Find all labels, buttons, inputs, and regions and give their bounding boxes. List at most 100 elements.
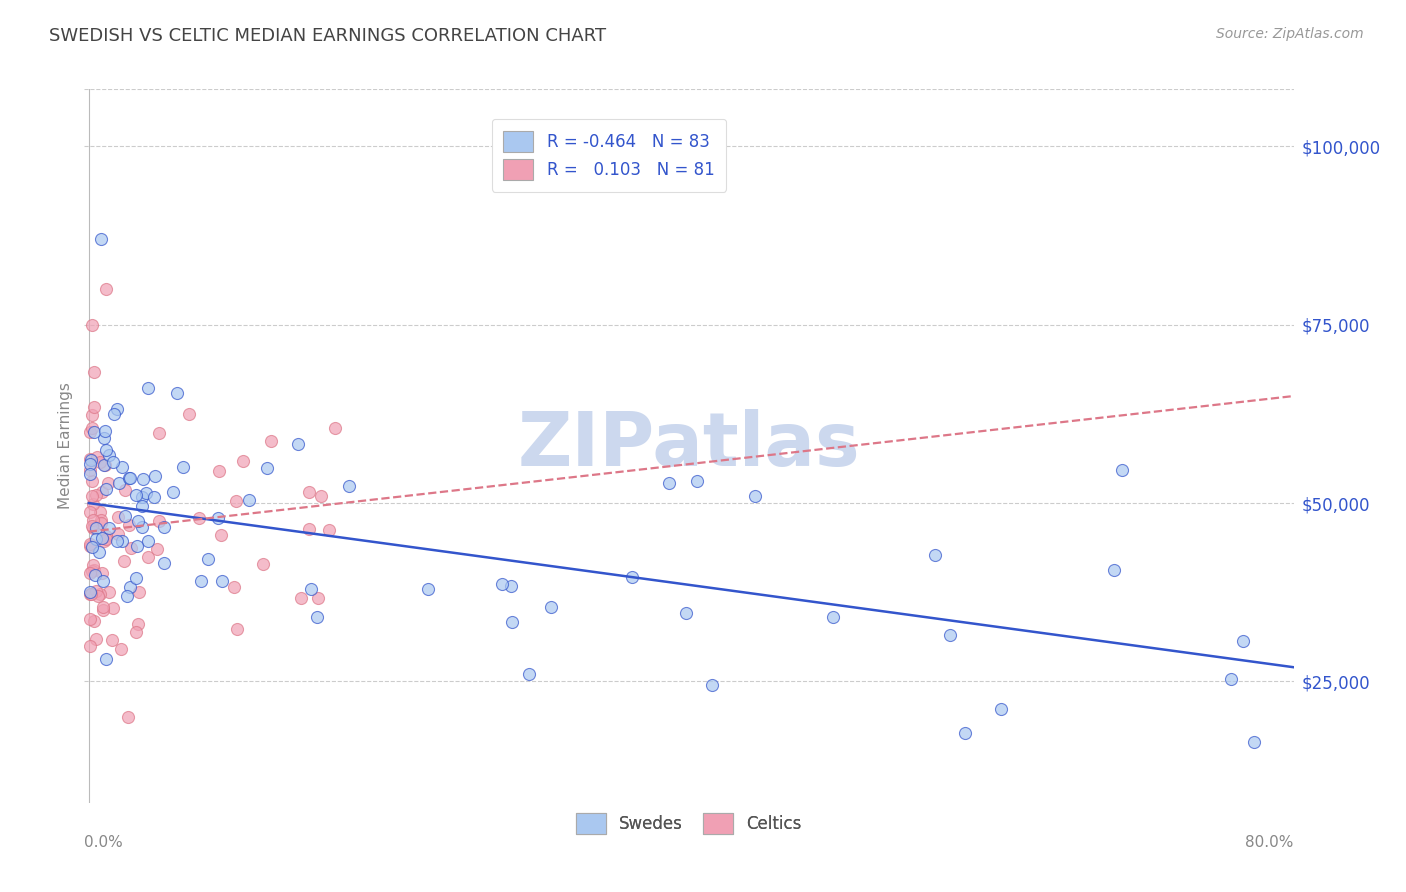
Text: 0.0%: 0.0% <box>84 835 124 850</box>
Point <box>172 460 194 475</box>
Point <box>97 475 120 490</box>
Point <box>101 600 124 615</box>
Point <box>103 407 125 421</box>
Point <box>79 540 101 554</box>
Point <box>90 516 112 530</box>
Point <box>675 606 697 620</box>
Point <box>131 500 153 514</box>
Point <box>685 474 707 488</box>
Point <box>138 549 160 564</box>
Point <box>89 455 111 469</box>
Point <box>125 571 148 585</box>
Point <box>83 568 105 582</box>
Point <box>323 421 346 435</box>
Text: Source: ZipAtlas.com: Source: ZipAtlas.com <box>1216 27 1364 41</box>
Point <box>87 589 110 603</box>
Legend: Swedes, Celtics: Swedes, Celtics <box>569 806 808 841</box>
Point <box>96 532 118 546</box>
Point <box>114 483 136 498</box>
Point <box>91 574 114 588</box>
Point <box>491 576 513 591</box>
Point <box>744 489 766 503</box>
Point <box>153 520 176 534</box>
Point <box>118 471 141 485</box>
Point <box>110 642 132 657</box>
Point <box>96 652 118 666</box>
Point <box>299 582 322 597</box>
Point <box>118 470 141 484</box>
Point <box>136 381 159 395</box>
Point <box>208 464 231 478</box>
Point <box>290 591 312 606</box>
Point <box>260 434 283 448</box>
Point <box>98 521 121 535</box>
Point <box>107 510 129 524</box>
Point <box>107 527 129 541</box>
Point <box>307 591 329 605</box>
Point <box>197 551 219 566</box>
Point <box>125 488 148 502</box>
Point <box>111 460 134 475</box>
Point <box>105 534 128 549</box>
Point <box>127 617 149 632</box>
Point <box>132 472 155 486</box>
Point <box>83 366 105 380</box>
Point <box>79 537 101 551</box>
Point <box>540 599 562 614</box>
Point <box>82 558 104 573</box>
Point <box>190 574 212 589</box>
Point <box>105 401 128 416</box>
Point <box>187 511 209 525</box>
Point <box>94 424 117 438</box>
Point <box>83 425 105 440</box>
Point <box>94 482 117 496</box>
Point <box>94 458 117 473</box>
Y-axis label: Median Earnings: Median Earnings <box>58 383 73 509</box>
Point <box>91 531 114 545</box>
Point <box>309 489 332 503</box>
Point <box>620 570 643 584</box>
Point <box>83 563 105 577</box>
Point <box>1102 563 1125 577</box>
Point <box>127 514 149 528</box>
Point <box>120 541 142 555</box>
Point <box>89 545 111 559</box>
Point <box>252 557 274 571</box>
Point <box>418 582 440 596</box>
Point <box>79 585 101 599</box>
Point <box>924 548 946 562</box>
Point <box>128 585 150 599</box>
Point <box>115 589 138 603</box>
Point <box>114 508 136 523</box>
Point <box>117 710 139 724</box>
Point <box>96 529 118 543</box>
Point <box>297 522 319 536</box>
Point <box>238 493 260 508</box>
Point <box>209 528 232 542</box>
Point <box>166 385 188 400</box>
Point <box>207 511 229 525</box>
Point <box>517 667 540 681</box>
Point <box>86 450 108 464</box>
Point <box>89 505 111 519</box>
Point <box>79 587 101 601</box>
Point <box>80 540 103 554</box>
Point <box>96 442 118 457</box>
Point <box>79 467 101 482</box>
Point <box>658 475 681 490</box>
Point <box>80 489 103 503</box>
Point <box>108 475 131 490</box>
Point <box>93 431 115 445</box>
Point <box>225 494 247 508</box>
Point <box>501 615 523 630</box>
Point <box>148 425 170 440</box>
Point <box>226 622 249 636</box>
Point <box>162 484 184 499</box>
Point <box>131 520 153 534</box>
Text: SWEDISH VS CELTIC MEDIAN EARNINGS CORRELATION CHART: SWEDISH VS CELTIC MEDIAN EARNINGS CORREL… <box>49 27 606 45</box>
Point <box>152 556 174 570</box>
Text: ZIPatlas: ZIPatlas <box>517 409 860 483</box>
Point <box>79 640 101 654</box>
Point <box>98 584 121 599</box>
Point <box>79 458 101 472</box>
